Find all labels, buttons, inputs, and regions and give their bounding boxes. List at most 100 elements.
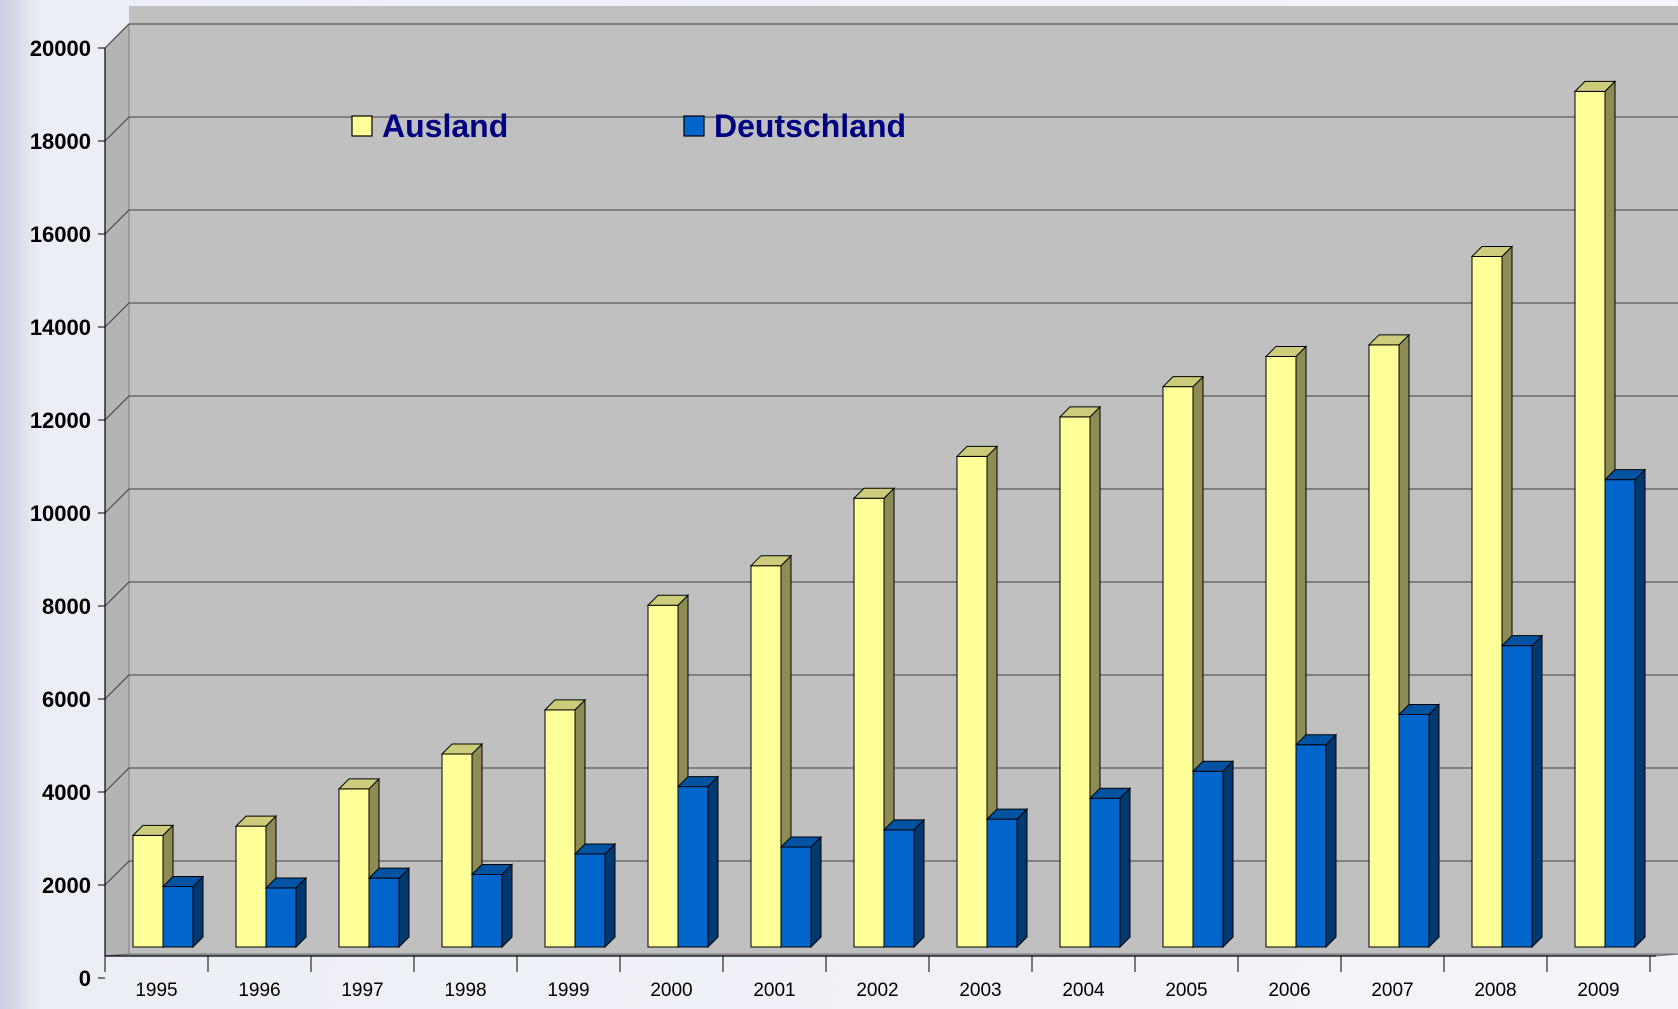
bar-ausland-top [1470, 245, 1514, 257]
y-tick-label: 18000 [30, 129, 91, 154]
bar-deutschland-top [573, 843, 617, 855]
x-tick-label: 1995 [135, 980, 177, 1001]
bar-ausland-top [1573, 80, 1617, 92]
bar-deutschland-top [1191, 760, 1235, 772]
bar-ausland-front [1574, 90, 1606, 948]
bar-deutschland-side [1428, 703, 1440, 949]
y-tick-label: 10000 [30, 501, 91, 526]
gridline-side [104, 302, 130, 328]
bar-deutschland-side [192, 875, 204, 949]
bar-deutschland [882, 818, 926, 949]
legend-swatch [683, 115, 705, 137]
bar-deutschland-front [162, 886, 194, 948]
bar-ausland [337, 777, 381, 949]
bar-ausland-front [235, 825, 267, 948]
bar-deutschland-side [398, 866, 410, 949]
bar-deutschland [1397, 703, 1441, 949]
bar-deutschland-side [810, 835, 822, 949]
bar-ausland-top [749, 555, 793, 567]
bar-ausland [440, 742, 484, 949]
y-tick-label: 6000 [42, 687, 91, 712]
bar-deutschland-top [779, 836, 823, 848]
x-tick-label: 1996 [238, 980, 280, 1001]
bar-ausland-front [1059, 416, 1091, 948]
bar-ausland-top [1367, 334, 1411, 346]
x-tick-label: 2002 [856, 980, 898, 1001]
bar-ausland-front [956, 455, 988, 948]
bar-deutschland-side [1119, 786, 1131, 949]
bar-deutschland-front [677, 786, 709, 948]
bar-ausland-top [646, 594, 690, 606]
gridline-side [104, 581, 130, 607]
bar-deutschland-top [1500, 635, 1544, 647]
gridline-side [104, 23, 130, 49]
bar-deutschland-top [367, 867, 411, 879]
bar-deutschland-side [295, 876, 307, 949]
x-tick-label: 2009 [1577, 980, 1619, 1001]
bar-deutschland-side [1222, 760, 1234, 949]
bar-deutschland-front [1295, 744, 1327, 948]
bar-deutschland-front [1501, 645, 1533, 948]
bar-deutschland-top [1603, 469, 1647, 481]
bar-deutschland-side [1634, 468, 1646, 949]
y-tick-label: 16000 [30, 222, 91, 247]
bar-deutschland-front [1192, 770, 1224, 948]
bar-deutschland-top [264, 877, 308, 889]
bar-deutschland-front [471, 873, 503, 948]
bar-ausland-top [337, 778, 381, 790]
y-tick-label: 0 [79, 966, 91, 991]
bar-ausland [646, 594, 690, 949]
bar-ausland-top [1161, 376, 1205, 388]
bar-ausland-top [131, 824, 175, 836]
bar-ausland-top [852, 487, 896, 499]
bar-deutschland [1603, 468, 1647, 949]
bar-deutschland-side [913, 818, 925, 949]
bar-deutschland-side [1325, 733, 1337, 949]
bar-deutschland [367, 866, 411, 949]
bar-ausland-top [234, 815, 278, 827]
bar-ausland-front [750, 565, 782, 948]
x-tick-label: 2008 [1474, 980, 1516, 1001]
bar-deutschland-front [265, 887, 297, 948]
bar-ausland-front [132, 834, 164, 948]
bar-ausland-front [441, 753, 473, 948]
bar-deutschland-side [1016, 807, 1028, 949]
legend-swatch [351, 115, 373, 137]
y-tick-label: 20000 [30, 36, 91, 61]
bar-ausland-front [853, 497, 885, 948]
x-tick-label: 1997 [341, 980, 383, 1001]
side-wall [104, 22, 130, 957]
bar-deutschland-top [882, 819, 926, 831]
bar-deutschland-top [470, 863, 514, 875]
y-tick-label: 4000 [42, 780, 91, 805]
legend-label: Ausland [382, 108, 508, 144]
bar-ausland-front [1265, 355, 1297, 948]
bar-deutschland [1088, 786, 1132, 949]
y-tick-label: 8000 [42, 594, 91, 619]
bar-deutschland [1191, 760, 1235, 949]
y-tick-label: 2000 [42, 873, 91, 898]
bar-deutschland-side [707, 775, 719, 949]
bar-ausland-top [1058, 406, 1102, 418]
x-tick-label: 2006 [1268, 980, 1310, 1001]
bar-deutschland-front [574, 853, 606, 948]
x-tick-label: 2004 [1062, 980, 1105, 1001]
bar-deutschland [161, 875, 205, 949]
y-tick-label: 12000 [30, 408, 91, 433]
bar-deutschland-top [985, 808, 1029, 820]
bar-ausland-front [1471, 255, 1503, 948]
gridline-side [104, 116, 130, 142]
bar-ausland-front [1162, 386, 1194, 948]
gridline-side [104, 674, 130, 700]
bar-deutschland-top [161, 876, 205, 888]
bar-ausland-front [544, 709, 576, 948]
bar-ausland-top [955, 445, 999, 457]
bar-ausland-front [647, 604, 679, 948]
bar-ausland-top [1264, 345, 1308, 357]
bar-deutschland [1500, 634, 1544, 949]
y-tick-label: 14000 [30, 315, 91, 340]
bar-ausland-top [440, 743, 484, 755]
bar-deutschland [676, 775, 720, 949]
gridline-side [104, 209, 130, 235]
